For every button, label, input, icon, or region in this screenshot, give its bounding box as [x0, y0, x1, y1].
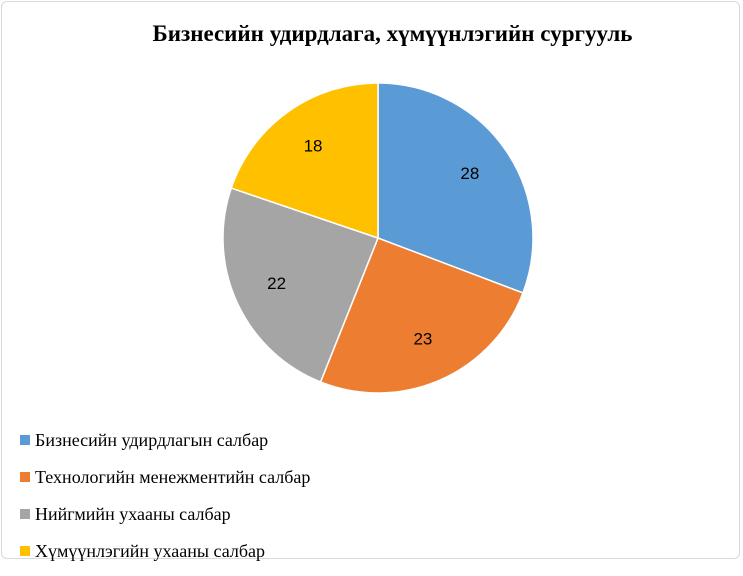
- pie-slice: [222, 187, 379, 383]
- legend-swatch: [20, 509, 30, 519]
- pie-slice: [230, 82, 379, 240]
- legend-label: Бизнесийн удирдлагын салбар: [35, 429, 269, 450]
- pie-chart: 28 23 22 18: [222, 82, 534, 394]
- legend-label: Хүмүүнлэгийн ухааны салбар: [35, 540, 265, 561]
- pie-slices: [222, 82, 534, 394]
- data-label: 23: [413, 330, 432, 349]
- legend-label: Технологийн менежментийн салбар: [35, 466, 311, 487]
- data-label: 22: [267, 274, 286, 293]
- chart-title: Бизнесийн удирдлага, хүмүүнлэгийн сургуу…: [152, 21, 633, 46]
- legend-item: Бизнесийн удирдлагын салбар: [20, 428, 310, 452]
- legend-swatch: [20, 472, 30, 482]
- legend-label: Нийгмийн ухааны салбар: [35, 503, 231, 524]
- legend: Бизнесийн удирдлагын салбар Технологийн …: [20, 428, 310, 576]
- data-label: 18: [304, 137, 323, 156]
- pie-slice: [319, 237, 524, 394]
- pie-slice: [377, 82, 534, 294]
- data-label: 28: [460, 164, 479, 183]
- legend-item: Хүмүүнлэгийн ухааны салбар: [20, 539, 310, 563]
- pie-data-labels: 28 23 22 18: [267, 137, 479, 349]
- legend-swatch: [20, 435, 30, 445]
- legend-item: Нийгмийн ухааны салбар: [20, 502, 310, 526]
- legend-swatch: [20, 546, 30, 556]
- legend-item: Технологийн менежментийн салбар: [20, 465, 310, 489]
